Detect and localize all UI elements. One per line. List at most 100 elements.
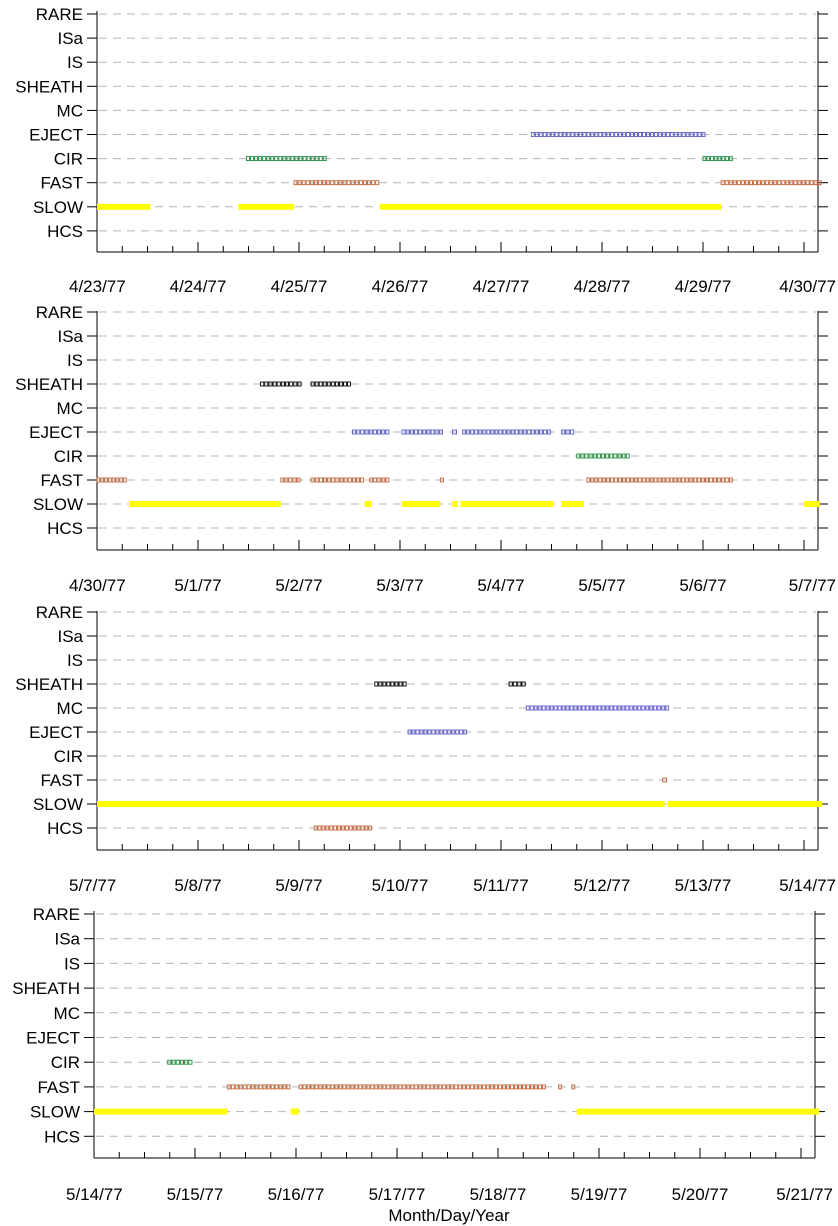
fast-interval-marker bbox=[805, 180, 810, 186]
chart-panel-1: RARE ISa IS SHEATH MC EJECT CIR FAST SLOW HCS 4/23… bbox=[15, 5, 836, 296]
eject-interval-marker bbox=[506, 429, 511, 435]
fast-interval-marker bbox=[107, 477, 112, 483]
eject-interval-marker bbox=[426, 429, 431, 435]
eject-interval-marker bbox=[522, 429, 527, 435]
hcs-interval-marker bbox=[329, 825, 334, 831]
y-tick-label: IS bbox=[67, 651, 83, 670]
fast-interval-marker bbox=[292, 477, 297, 483]
eject-interval-marker bbox=[518, 429, 523, 435]
cir-interval-marker bbox=[250, 156, 255, 162]
y-tick-label: FAST bbox=[40, 771, 83, 790]
eject-interval-marker bbox=[550, 132, 555, 137]
fast-interval-marker bbox=[558, 1084, 563, 1090]
eject-interval-marker bbox=[542, 429, 547, 435]
cir-interval-marker bbox=[609, 453, 614, 459]
fast-interval-marker bbox=[602, 477, 607, 483]
cir-interval-marker bbox=[710, 156, 714, 162]
eject-interval-marker bbox=[494, 429, 499, 435]
eject-interval-marker bbox=[451, 729, 456, 735]
mc-interval-marker bbox=[633, 705, 638, 711]
eject-interval-marker bbox=[602, 132, 607, 137]
eject-interval-marker bbox=[569, 429, 575, 435]
cir-interval-marker bbox=[286, 156, 291, 162]
fast-interval-marker bbox=[313, 180, 318, 186]
cir-interval-marker bbox=[729, 156, 733, 162]
fast-interval-marker bbox=[288, 477, 293, 483]
eject-interval-marker bbox=[554, 132, 559, 137]
fast-interval-marker bbox=[717, 477, 721, 483]
fast-interval-marker bbox=[494, 1084, 499, 1090]
eject-interval-marker bbox=[590, 132, 595, 137]
y-tick-label: IS bbox=[67, 351, 83, 370]
eject-interval-marker bbox=[634, 132, 638, 137]
y-tick-label: MC bbox=[57, 699, 83, 718]
fast-interval-marker bbox=[685, 477, 690, 483]
eject-interval-marker bbox=[665, 132, 670, 137]
eject-interval-marker bbox=[547, 429, 551, 435]
cir-interval-marker bbox=[605, 453, 610, 459]
hcs-interval-marker bbox=[325, 825, 330, 831]
fast-interval-marker bbox=[809, 180, 814, 186]
eject-interval-marker bbox=[368, 429, 373, 435]
mc-interval-marker bbox=[645, 705, 650, 711]
fast-interval-marker bbox=[669, 477, 674, 483]
fast-interval-marker bbox=[104, 477, 108, 483]
fast-interval-marker bbox=[586, 477, 591, 483]
fast-interval-marker bbox=[350, 180, 355, 186]
fast-interval-marker bbox=[378, 1084, 383, 1090]
fast-interval-marker bbox=[327, 477, 332, 483]
fast-interval-marker bbox=[318, 477, 323, 483]
eject-interval-marker bbox=[510, 429, 515, 435]
mc-interval-marker bbox=[565, 705, 570, 711]
fast-interval-marker bbox=[637, 477, 642, 483]
mc-interval-marker bbox=[609, 705, 614, 711]
y-tick-label: RARE bbox=[33, 905, 80, 924]
eject-interval-marker bbox=[431, 729, 436, 735]
eject-interval-marker bbox=[565, 429, 570, 435]
fast-interval-marker bbox=[284, 477, 289, 483]
fast-interval-marker bbox=[526, 1084, 530, 1090]
y-tick-label: SHEATH bbox=[15, 375, 83, 394]
y-tick-label: EJECT bbox=[26, 1029, 80, 1048]
eject-interval-marker bbox=[594, 132, 599, 137]
eject-interval-marker bbox=[443, 729, 448, 735]
fast-interval-marker bbox=[354, 180, 359, 186]
fast-interval-marker bbox=[606, 477, 611, 483]
slow-interval-bar bbox=[364, 501, 372, 507]
fast-interval-marker bbox=[369, 477, 374, 483]
eject-interval-marker bbox=[474, 429, 479, 435]
fast-interval-marker bbox=[661, 477, 666, 483]
y-tick-label: EJECT bbox=[29, 423, 83, 442]
cir-interval-marker bbox=[592, 453, 597, 459]
fast-interval-marker bbox=[346, 1084, 351, 1090]
eject-interval-marker bbox=[546, 132, 551, 137]
fast-interval-marker bbox=[339, 477, 344, 483]
fast-interval-marker bbox=[610, 477, 615, 483]
fast-interval-marker bbox=[530, 1084, 534, 1090]
y-tick-label: HCS bbox=[44, 1127, 80, 1146]
fast-interval-marker bbox=[641, 477, 646, 483]
eject-interval-marker bbox=[570, 132, 575, 137]
eject-interval-marker bbox=[677, 132, 682, 137]
sheath-interval-marker bbox=[272, 381, 277, 387]
x-tick-label: 5/14/77 bbox=[779, 876, 836, 895]
cir-interval-marker bbox=[621, 453, 626, 459]
sheath-interval-marker bbox=[398, 681, 403, 687]
eject-interval-marker bbox=[606, 132, 611, 137]
mc-interval-marker bbox=[593, 705, 598, 711]
sheath-interval-marker bbox=[338, 381, 343, 387]
chart-panel-4: RARE ISa IS SHEATH MC EJECT CIR FAST SLOW HCS 5/14… bbox=[12, 905, 833, 1204]
cir-interval-marker bbox=[184, 1059, 189, 1065]
sheath-interval-marker bbox=[280, 381, 285, 387]
fast-interval-marker bbox=[338, 180, 343, 186]
fast-interval-marker bbox=[410, 1084, 415, 1090]
fast-interval-marker bbox=[757, 180, 762, 186]
cir-interval-marker bbox=[246, 156, 250, 162]
sheath-interval-marker bbox=[382, 681, 387, 687]
x-tick-label: 5/4/77 bbox=[477, 576, 524, 595]
fast-interval-marker bbox=[510, 1084, 515, 1090]
fast-interval-marker bbox=[649, 477, 654, 483]
sheath-interval-marker bbox=[276, 381, 281, 387]
y-tick-label: HCS bbox=[47, 222, 83, 241]
